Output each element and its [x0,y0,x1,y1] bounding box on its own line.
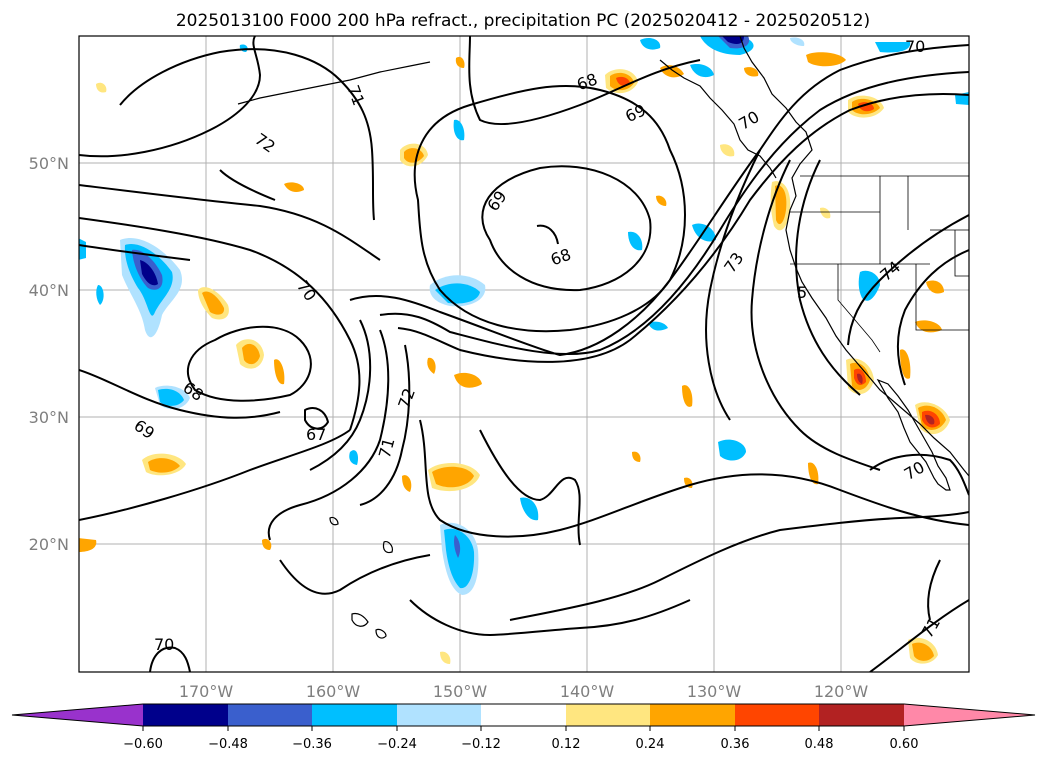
contour-label: 70 [905,37,925,56]
lat-label: 30°N [29,408,69,427]
colorbar-tick-label: −0.12 [461,737,501,752]
colorbar-segment [650,704,735,726]
map-frame [78,35,970,673]
lat-label: 20°N [29,535,69,554]
coastlines-and-borders [237,36,969,639]
colorbar-tick-label: 0.60 [890,737,919,752]
lon-label: 140°W [560,682,615,701]
lon-label: 160°W [306,682,361,701]
colorbar-segment [566,704,650,726]
contour-label: 5 [797,283,807,302]
colorbar-ticks [142,726,905,731]
map-panel: 70 68 69 71 70 72 69 68 73 70 5 74 68 69… [78,35,970,673]
lat-label: 50°N [29,154,69,173]
colorbar-tick-label: 0.12 [552,737,581,752]
colorbar-tick-label: 0.36 [721,737,750,752]
contour-label: 71 [375,436,399,461]
colorbar-segment [312,704,397,726]
contour-label: 67 [306,425,326,444]
lon-label: 130°W [687,682,742,701]
colorbar-segment [819,704,904,726]
colorbar-tick-label: −0.48 [208,737,248,752]
colorbar-extend-right [904,704,1035,726]
colorbar-tick-label: 0.48 [805,737,834,752]
colorbar-extend-left [12,704,143,726]
colorbar-tick-label: 0.24 [636,737,665,752]
lon-label: 120°W [814,682,869,701]
lat-label: 40°N [29,281,69,300]
latitude-labels: 50°N 40°N 30°N 20°N [29,154,69,554]
graticule [79,36,969,672]
colorbar-tick-label: −0.60 [123,737,163,752]
colorbar-segment [397,704,481,726]
map-title: 2025013100 F000 200 hPa refract., precip… [176,11,870,31]
colorbar-tick-label: −0.24 [377,737,417,752]
precipitation-shading [79,36,969,664]
colorbar: −0.60 −0.48 −0.36 −0.24 −0.12 0.12 0.24 … [11,703,1036,752]
longitude-labels: 170°W 160°W 150°W 140°W 130°W 120°W [179,682,869,701]
refractivity-contours [79,36,969,672]
colorbar-segment [735,704,819,726]
colorbar-segment [228,704,312,726]
lon-label: 150°W [433,682,488,701]
colorbar-segment [143,704,228,726]
contour-label: 70 [154,635,174,654]
colorbar-tick-label: −0.36 [292,737,332,752]
lon-label: 170°W [179,682,234,701]
colorbar-segment [481,704,566,726]
